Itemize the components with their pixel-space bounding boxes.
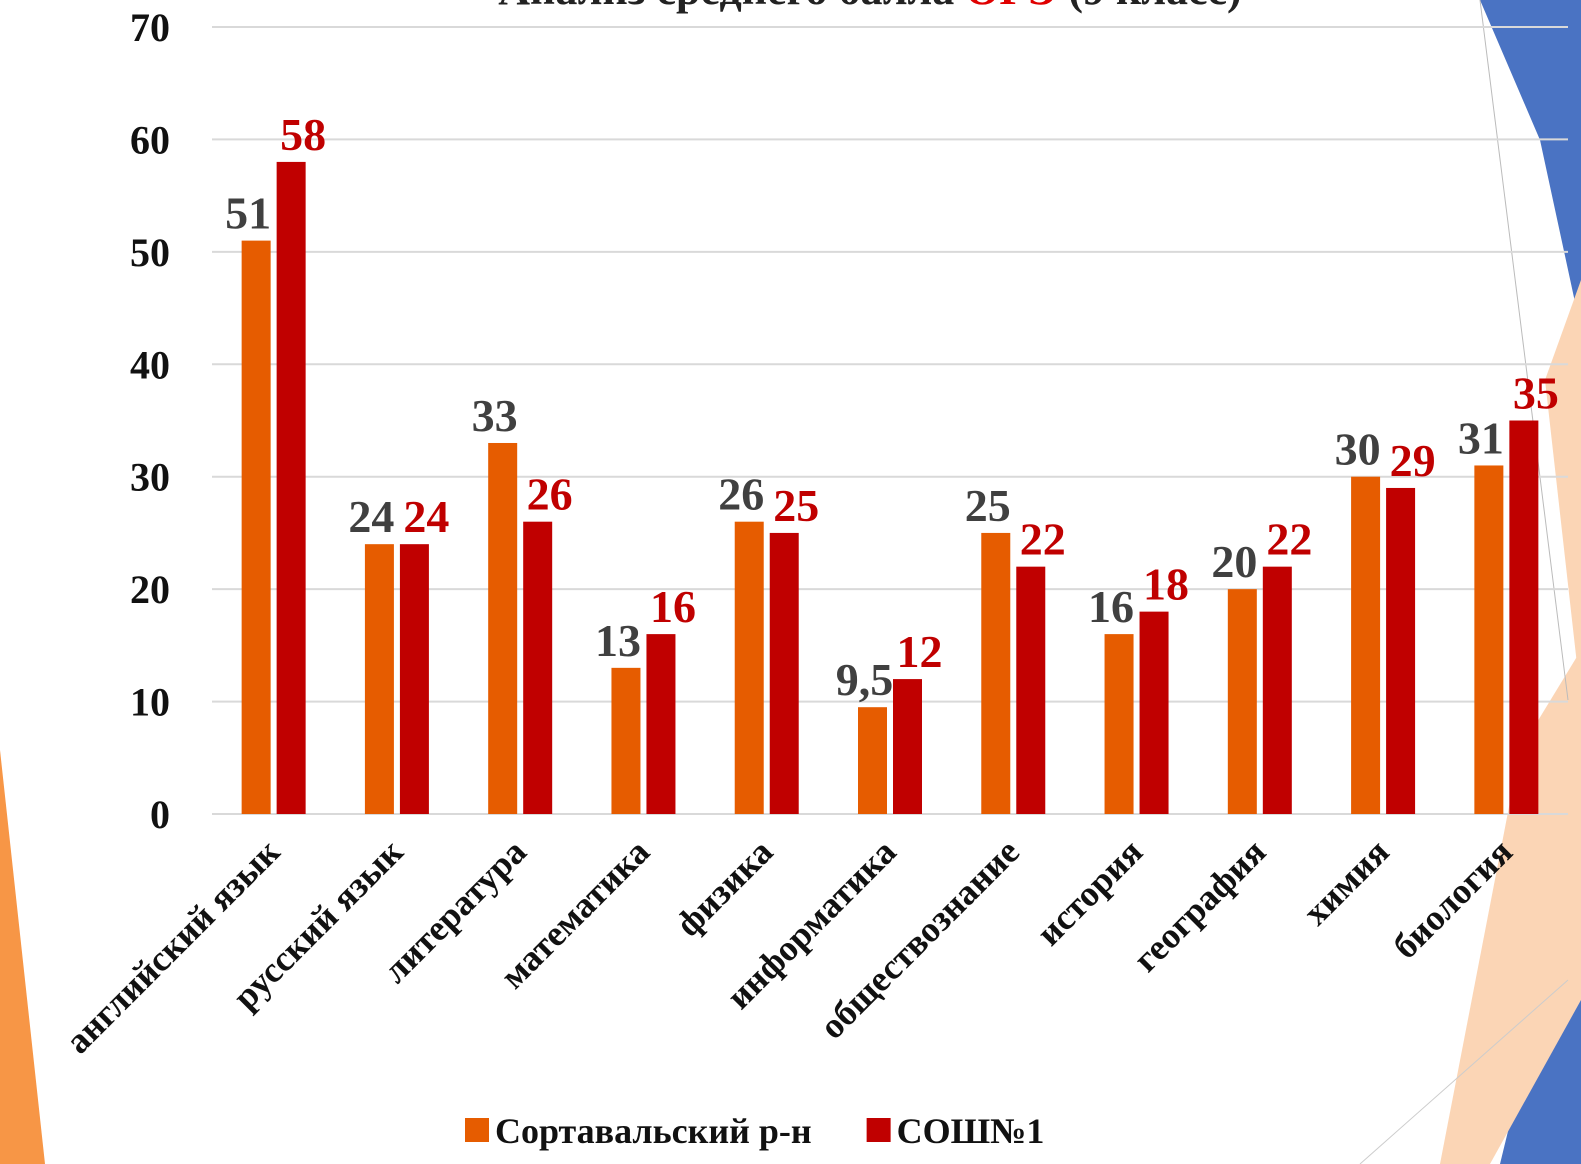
bar <box>399 544 429 814</box>
data-label: 26 <box>718 469 764 520</box>
bar <box>1351 476 1381 814</box>
y-tick-label: 10 <box>130 680 170 725</box>
legend-label: Сортавальский р-н <box>495 1111 812 1151</box>
y-tick-label: 0 <box>150 792 170 837</box>
y-tick-label: 30 <box>130 455 170 500</box>
bar <box>981 532 1011 814</box>
y-tick-label: 20 <box>130 567 170 612</box>
decoration <box>1359 979 1569 1164</box>
bar <box>611 667 641 814</box>
data-label: 22 <box>1020 514 1066 565</box>
data-label: 13 <box>595 615 641 666</box>
chart-title: Анализ среднего балла ОГЭ (9 класс) <box>498 0 1241 14</box>
data-label: 33 <box>472 390 518 441</box>
bar <box>241 240 271 815</box>
y-tick-label: 70 <box>130 5 170 50</box>
bar <box>1386 487 1416 814</box>
data-label: 35 <box>1513 368 1559 419</box>
data-label: 51 <box>225 188 271 239</box>
decoration <box>1440 650 1581 1164</box>
data-label: 12 <box>897 626 943 677</box>
bar <box>1139 611 1169 814</box>
data-label: 24 <box>348 491 394 542</box>
data-label: 25 <box>965 480 1011 531</box>
legend-label: СОШ№1 <box>897 1111 1045 1151</box>
y-tick-label: 40 <box>130 342 170 387</box>
decoration <box>1480 0 1581 330</box>
data-label: 16 <box>1088 581 1134 632</box>
bar <box>1104 634 1134 814</box>
bar <box>1227 589 1257 814</box>
bar <box>858 707 887 814</box>
title-part: (9 класс) <box>1057 0 1241 14</box>
decoration <box>1545 280 1581 700</box>
legend-swatch <box>465 1118 489 1142</box>
data-label: 58 <box>280 109 326 160</box>
bar <box>769 532 799 814</box>
x-tick-label: английский язык <box>58 831 288 1061</box>
data-label: 26 <box>527 469 573 520</box>
data-label: 29 <box>1390 435 1436 486</box>
data-label: 20 <box>1211 536 1257 587</box>
bar <box>1262 566 1292 814</box>
data-label: 16 <box>650 581 696 632</box>
decoration <box>1479 0 1569 701</box>
bar <box>1509 420 1539 814</box>
x-tick-label: химия <box>1295 831 1396 932</box>
bar <box>893 679 922 814</box>
data-label: 9,5 <box>836 654 894 705</box>
title-part: ОГЭ <box>965 0 1057 14</box>
bar <box>488 442 518 814</box>
data-label: 18 <box>1143 559 1189 610</box>
legend-swatch <box>866 1118 891 1142</box>
y-tick-label: 60 <box>130 117 170 162</box>
y-tick-label: 50 <box>130 230 170 275</box>
bar <box>734 521 764 814</box>
x-tick-label: география <box>1125 831 1273 979</box>
bar <box>523 521 553 814</box>
decoration <box>0 750 45 1164</box>
title-part: Анализ среднего балла <box>498 0 965 14</box>
data-label: 22 <box>1266 514 1312 565</box>
bar <box>646 634 676 814</box>
data-label: 30 <box>1335 424 1381 475</box>
data-label: 25 <box>773 480 819 531</box>
data-label: 24 <box>403 491 449 542</box>
bar <box>1016 566 1046 814</box>
bar <box>364 544 394 814</box>
x-tick-label: история <box>1028 831 1150 953</box>
bar <box>1474 465 1504 814</box>
bar <box>276 161 306 814</box>
x-tick-label: физика <box>668 831 780 943</box>
data-label: 31 <box>1458 412 1504 463</box>
